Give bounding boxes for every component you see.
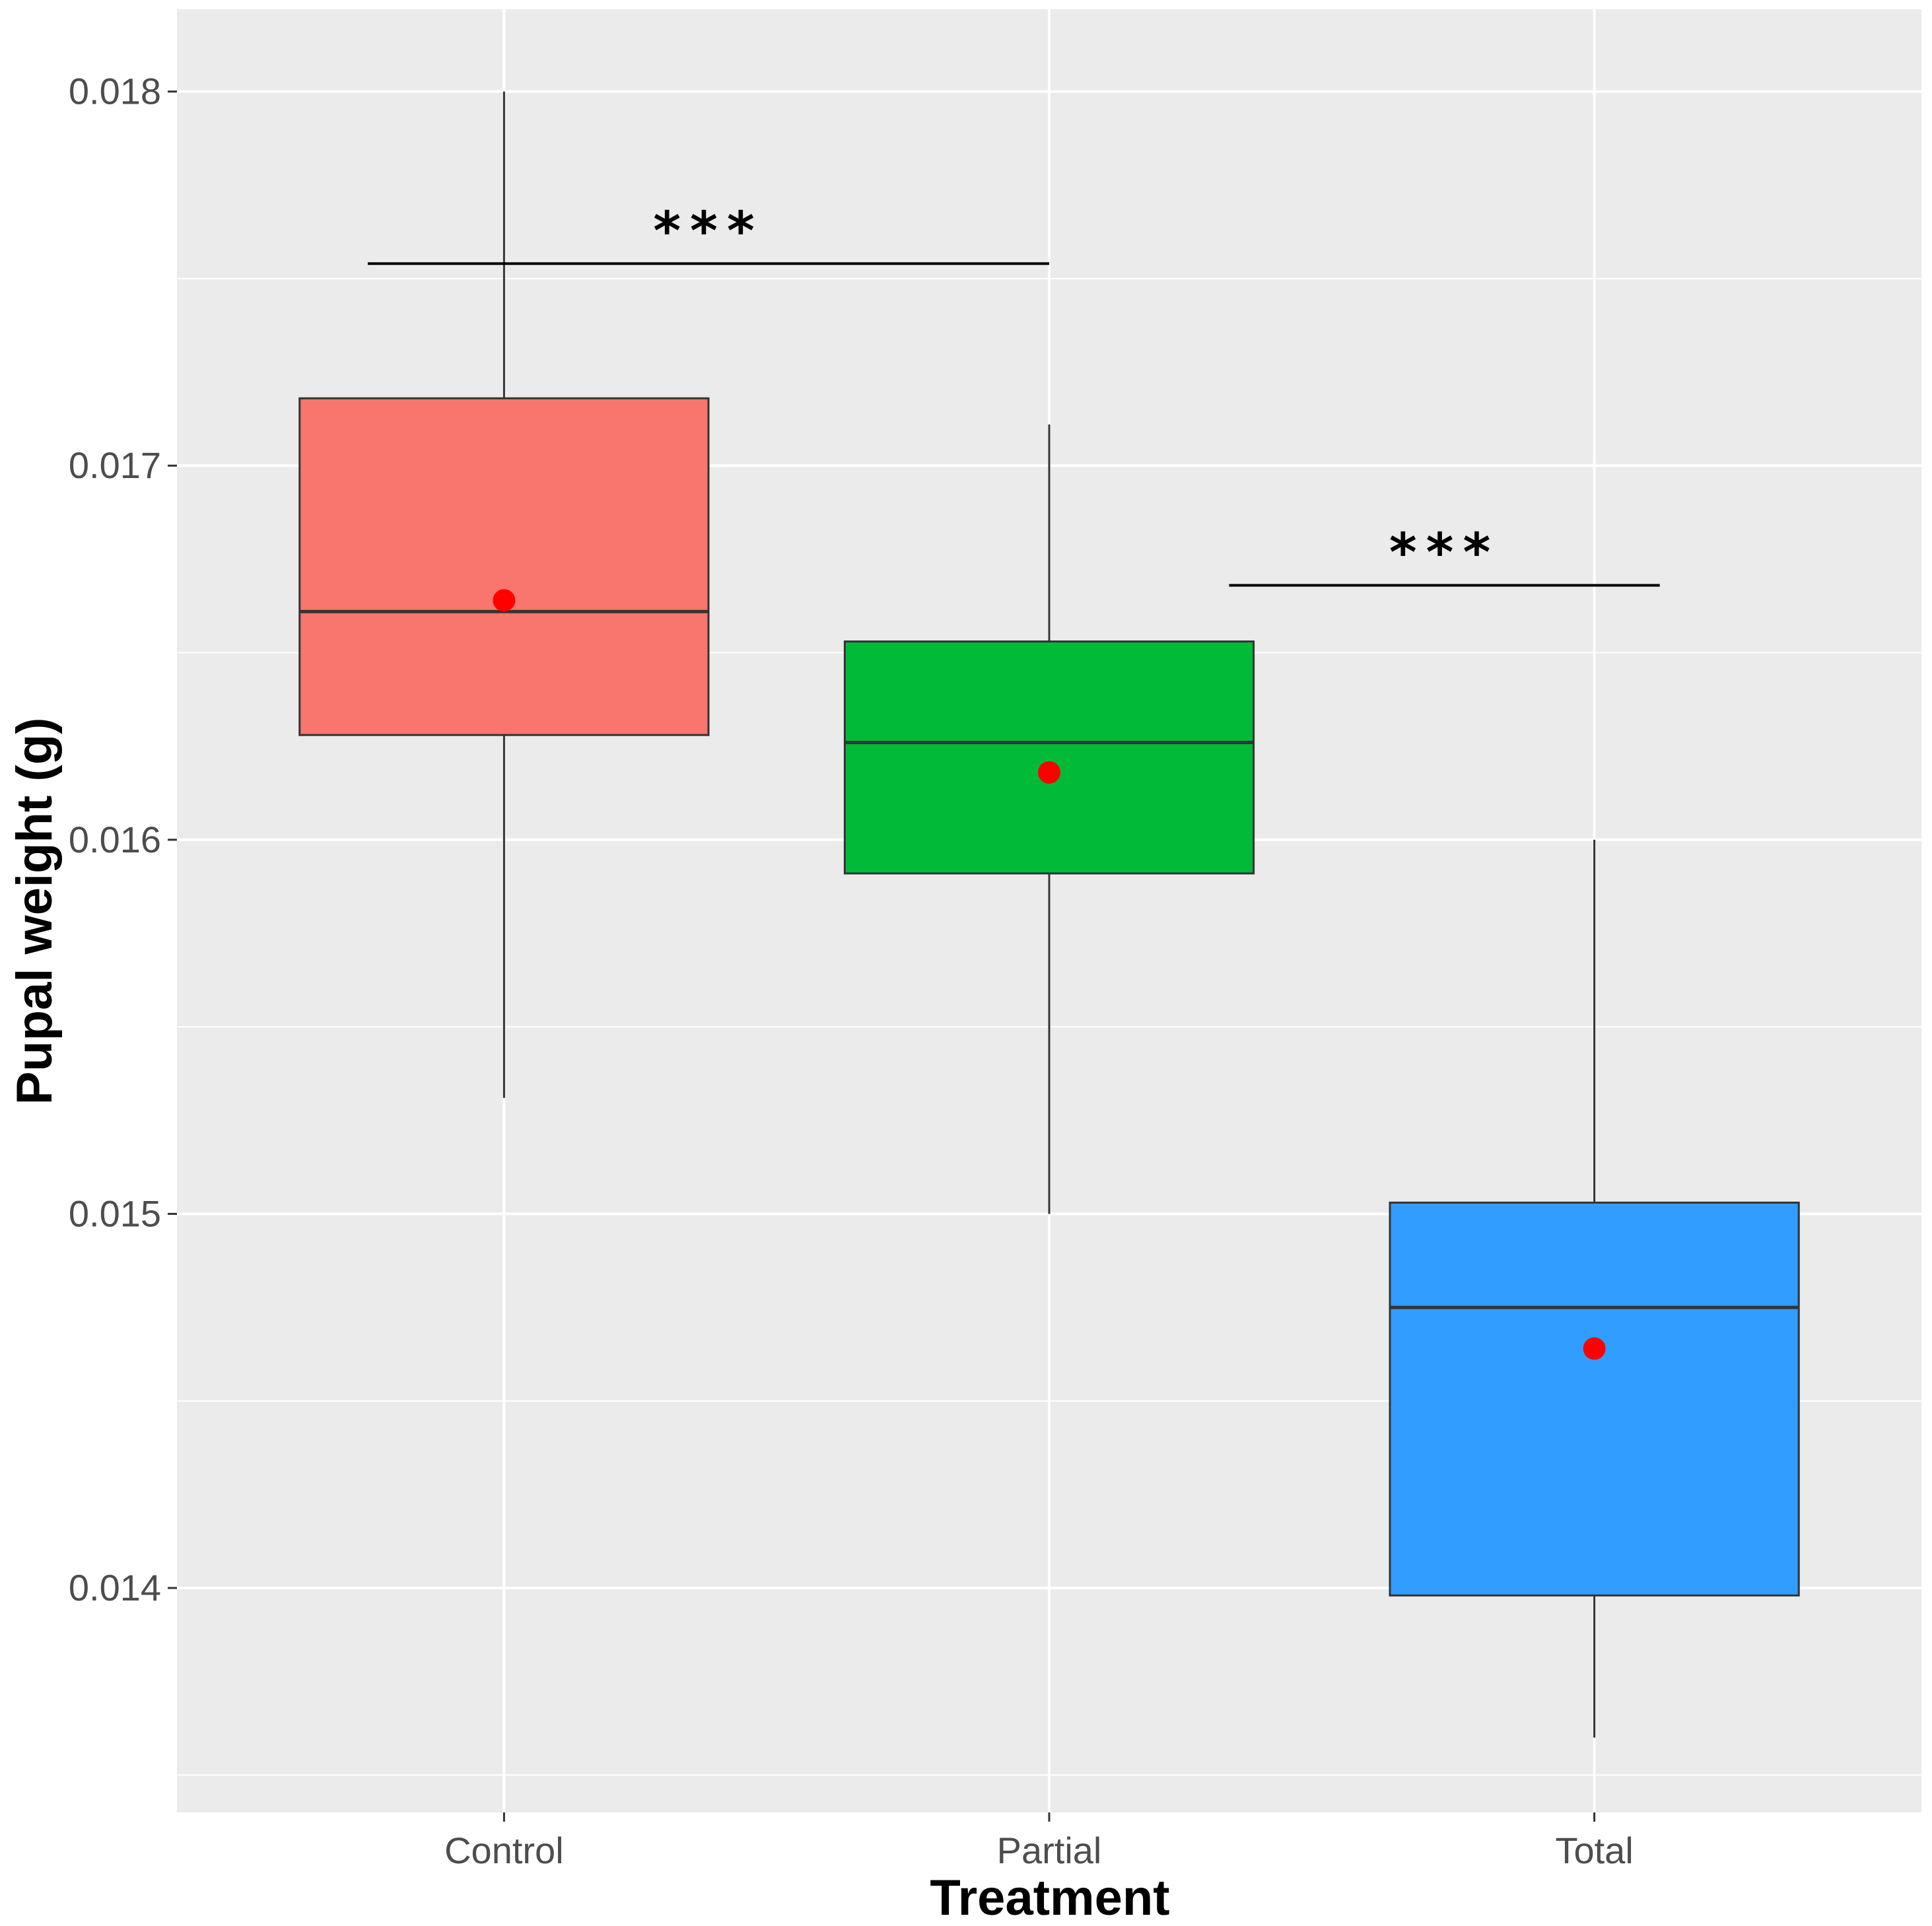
box-iqr [843,640,1255,875]
x-tick-label: Total [1555,1830,1633,1871]
y-tick-label: 0.015 [69,1192,161,1234]
significance-annotations: *** *** [367,200,1660,587]
box-total [1389,839,1800,1738]
y-tick-label: 0.016 [69,819,161,860]
mean-point-total [1583,1337,1606,1360]
mean-markers [493,589,1606,1360]
box-partial [843,424,1255,1214]
x-axis: Control Partial Total [444,1812,1634,1871]
significance-label: *** [653,200,764,261]
y-axis-title: Pupal weight (g) [7,718,63,1105]
y-tick-label: 0.018 [69,71,161,112]
box-iqr [298,397,710,736]
x-tick-label: Control [444,1830,564,1871]
mean-point-control [493,589,516,612]
mean-point-partial [1038,761,1060,784]
box-iqr [1389,1201,1800,1597]
x-tick-label: Partial [997,1830,1102,1871]
x-axis-title: Treatment [930,1870,1169,1926]
y-tick-label: 0.014 [69,1567,161,1608]
y-axis: 0.014 0.015 0.016 0.017 0.018 [69,71,177,1608]
y-tick-label: 0.017 [69,444,161,486]
significance-label: *** [1389,522,1500,584]
